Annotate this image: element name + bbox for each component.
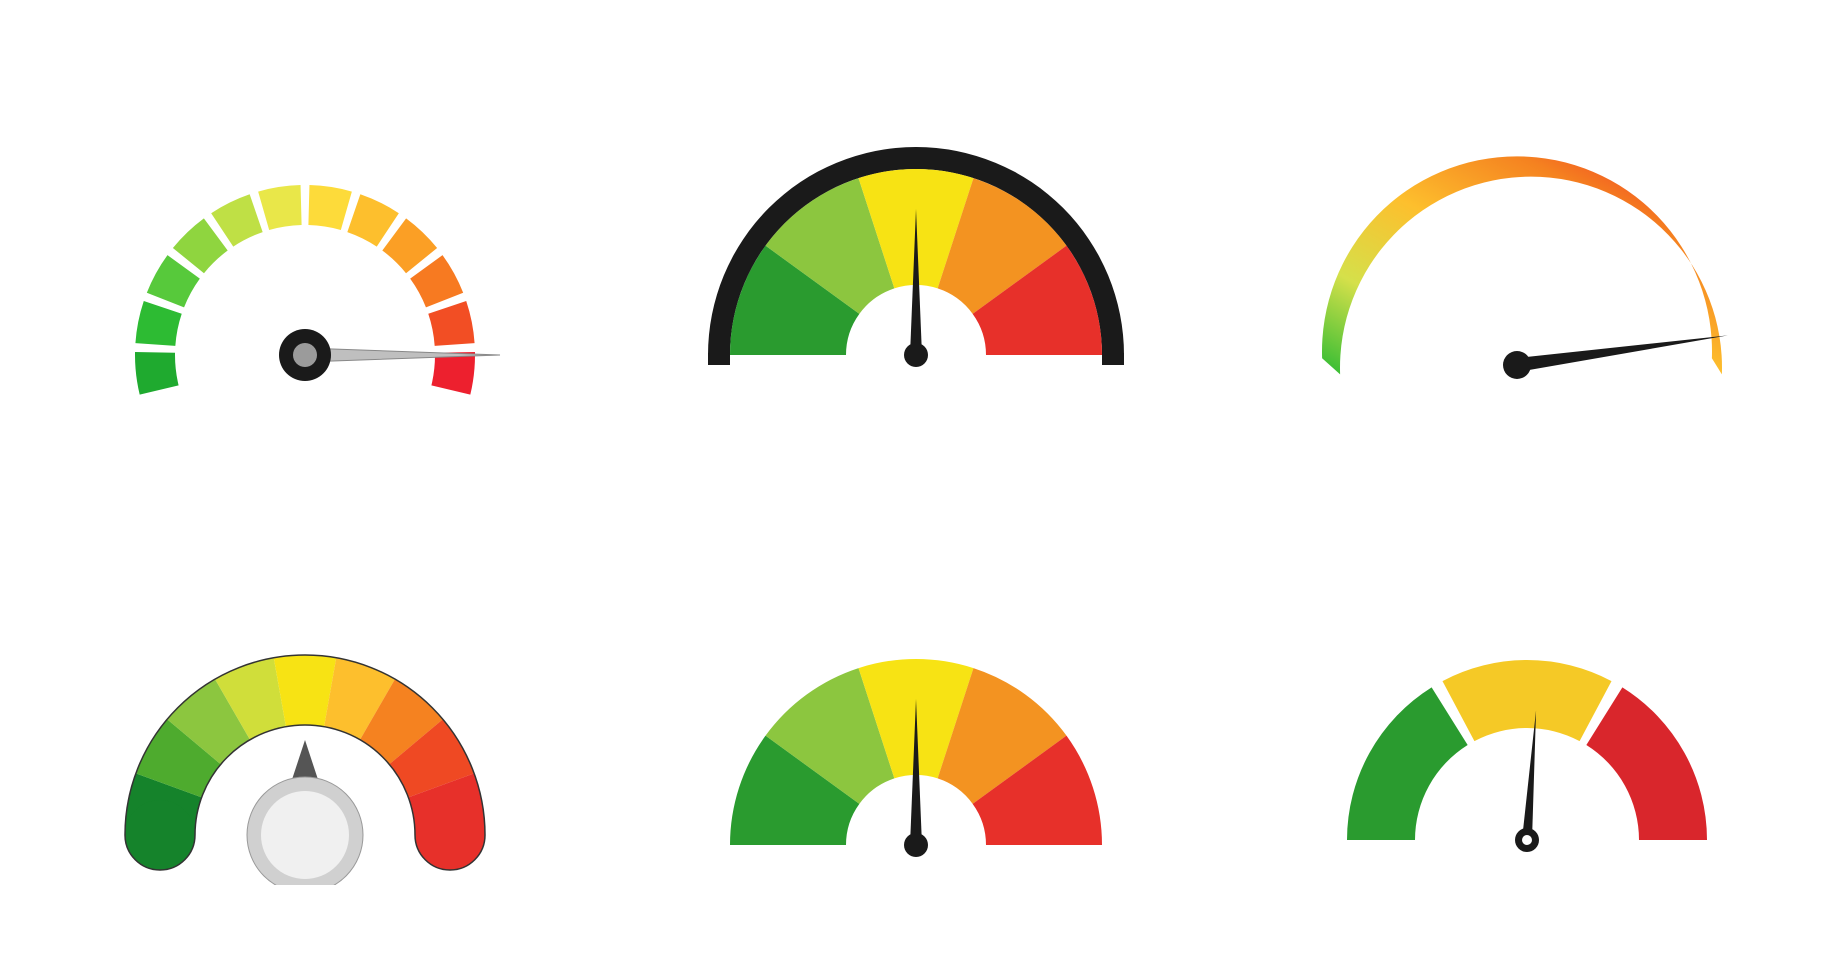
gauge-segmented-ticks <box>85 95 525 395</box>
gauge-five-sector-plain <box>696 595 1136 875</box>
gauge-five-sector-plain-svg <box>696 595 1136 875</box>
gauge-rounded-outline <box>85 585 525 885</box>
gauge-black-rim <box>696 105 1136 385</box>
gauge-three-sector-gaps <box>1307 590 1747 880</box>
gauge-thin-arc-svg <box>1287 95 1767 395</box>
gauge-segmented-ticks-svg <box>85 95 525 395</box>
gauge-thin-arc <box>1287 95 1767 395</box>
gauge-rounded-outline-svg <box>85 585 525 885</box>
gauge-three-sector-gaps-svg <box>1307 590 1747 880</box>
gauge-black-rim-svg <box>696 105 1136 385</box>
